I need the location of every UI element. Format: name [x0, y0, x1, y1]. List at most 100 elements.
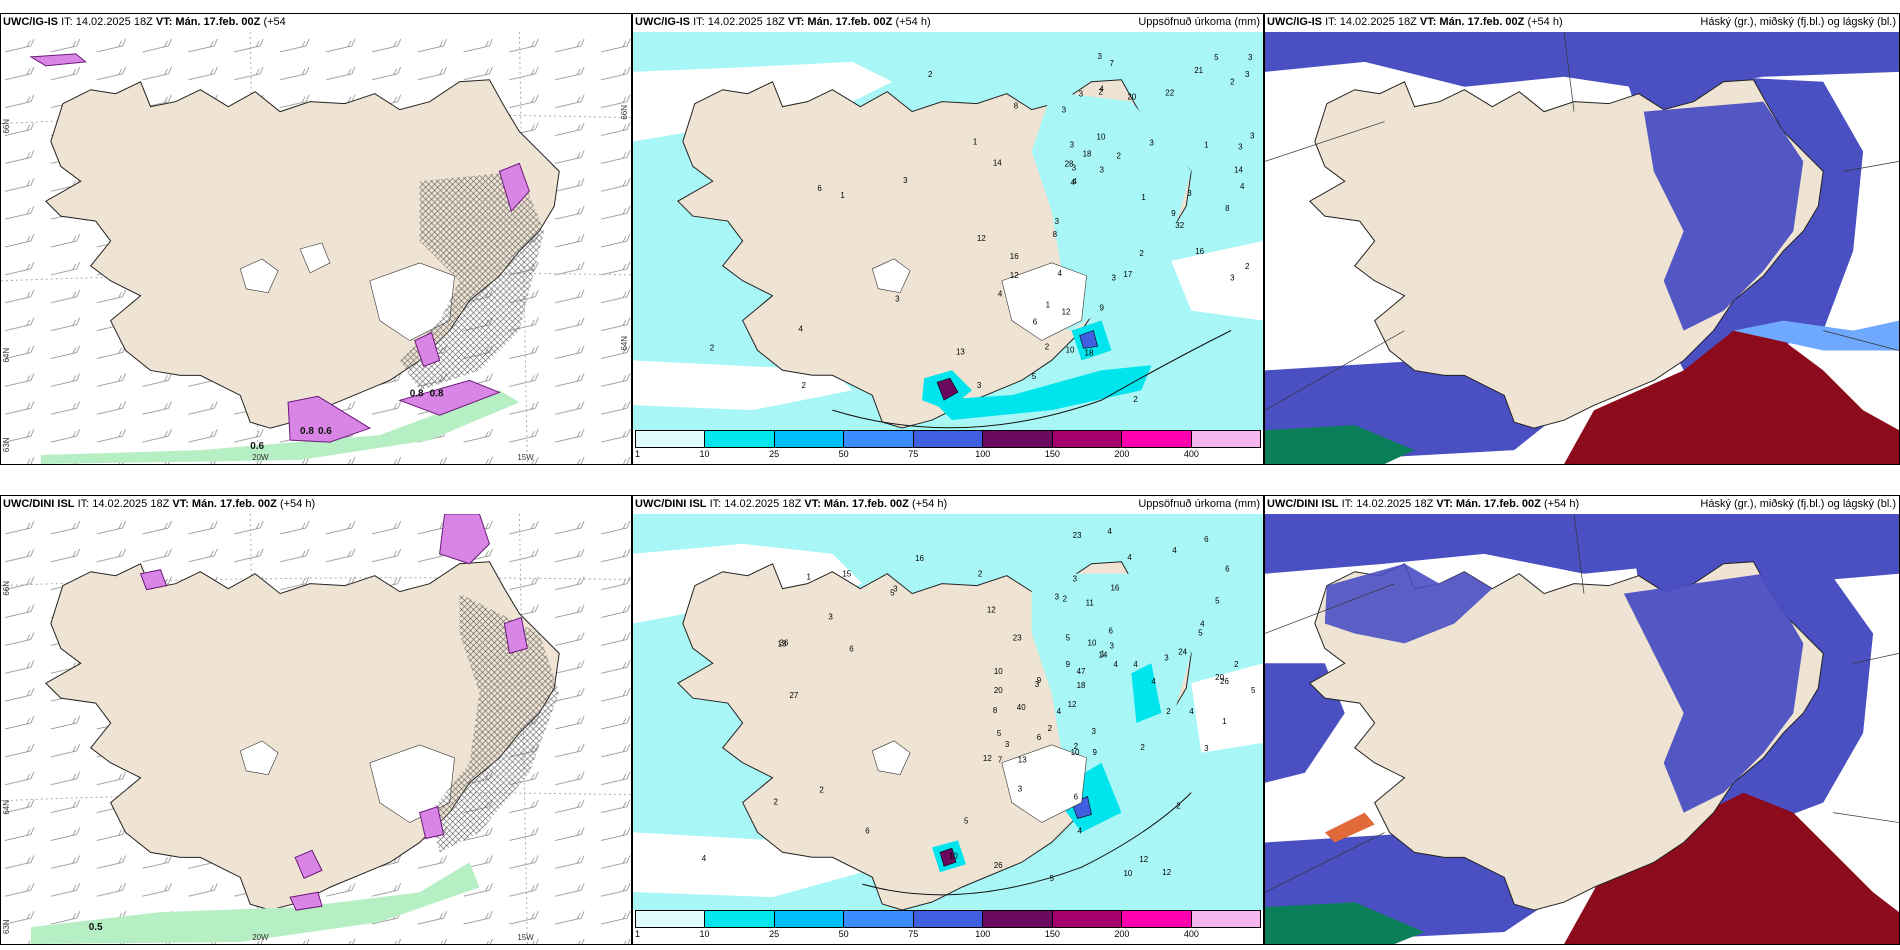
precip-amount-label: 3	[1018, 785, 1023, 794]
precip-amount-label: 40	[1017, 703, 1026, 712]
precip-amount-label: 6	[1225, 565, 1230, 574]
precip-max-se	[1079, 330, 1098, 349]
precip-amount-label: 16	[915, 554, 924, 563]
cloud-map	[1265, 32, 1899, 464]
snow-cell-south	[294, 849, 323, 879]
valid-time: VT: Mán. 17.feb. 00Z	[172, 498, 277, 510]
precip-amount-label: 4	[1200, 619, 1205, 628]
lat-label-64n: 64N	[2, 348, 11, 363]
color-bar-tick: 1	[635, 929, 641, 939]
lead-time: (+54 h)	[895, 16, 931, 28]
color-bar-tick: 100	[975, 929, 991, 939]
precip-amount-label: 2	[1099, 88, 1104, 97]
precip-amount-label: 4	[1113, 660, 1118, 669]
precip-amount-label: 3	[1055, 593, 1060, 602]
init-time: IT: 14.02.2025 18Z	[693, 16, 785, 28]
precip-amount-label: 2	[1230, 78, 1235, 87]
color-bar: 1 10 25 50 75 100 150 200 400	[635, 910, 1261, 940]
valid-time: VT: Mán. 17.feb. 00Z	[787, 16, 893, 28]
precip-amount-label: 3	[1245, 70, 1250, 79]
iceland-wind-map: 66N 64N 63N 20W 15W 0.5	[1, 514, 631, 944]
color-bar-tick: 25	[769, 929, 780, 939]
precip-amount-label: 4	[998, 290, 1003, 299]
precip-amount-label: 3	[977, 381, 982, 390]
precip-amount-label: 6	[1033, 318, 1038, 327]
mid-cloud-over-east-iceland	[1623, 573, 1804, 813]
precip-amount-label: 2	[774, 798, 779, 807]
lat-label-right-64n: 64N	[620, 336, 629, 351]
lat-label-63n: 63N	[2, 919, 11, 934]
precip-amount-label: 1	[840, 191, 845, 200]
lead-time: (+54 h)	[279, 498, 316, 510]
precip-amount-label: 6	[1037, 733, 1042, 742]
map-panel-bot-left: UWC/DINI ISL IT: 14.02.2025 18Z VT: Mán.…	[0, 495, 632, 945]
rain-band-south	[40, 390, 520, 464]
lat-label-right-66n: 66N	[620, 105, 629, 120]
precip-amount-label: 10	[1071, 748, 1080, 757]
precip-amount-label: 1	[1222, 717, 1227, 726]
precip-amount-label: 4	[1172, 546, 1177, 555]
precip-map: 2 2 1 4 3 3 3 2 4 3 3 3 1 2 1 3 1 2 3 6 4 9 3 3 3 10 16 3 8 3 3 4 13 18 2 2…	[633, 32, 1263, 430]
color-bar-tick: 50	[838, 449, 849, 459]
precip-amount-label: 3	[903, 176, 908, 185]
precip-amount-label: 3	[1100, 165, 1105, 174]
graticule	[1265, 514, 1899, 893]
glacier-langjokull	[871, 258, 911, 294]
panel-header: UWC/IG-IS IT: 14.02.2025 18Z VT: Mán. 17…	[3, 15, 628, 33]
precip-amount-label: 21	[1194, 66, 1203, 75]
precip-amount-label: 18	[1083, 149, 1092, 158]
precip-amount-label: 8	[993, 706, 998, 715]
mid-cloud-over-east-iceland	[1643, 101, 1804, 331]
init-time: IT: 14.02.2025 18Z	[1341, 498, 1434, 510]
precip-amount-label: 8	[1014, 102, 1019, 111]
precip-amount-label: 9	[1100, 304, 1105, 313]
precip-amount-label: 3	[1204, 744, 1209, 753]
glacier-vatnajokull	[1001, 262, 1087, 341]
precip-map: 2 2 2 5 5 5 5 3 4 3 4 3 4 16 7 5 1 8 9 6 3 3 10 20 2 3 1 6 26 4 2 4 20 4 2…	[633, 514, 1263, 910]
rain-band-south	[30, 862, 480, 944]
wind-map: 66N 64N 63N 66N 64N 20W 15W 0.6 0.8 0.6 …	[1, 32, 631, 464]
precip-amount-labels: 2225555343434167518963310202316264242042…	[702, 527, 1256, 883]
low-cloud-se	[1564, 792, 1899, 944]
precip-amount-label: 1	[973, 137, 978, 146]
precip-amount-label: 4	[1151, 677, 1156, 686]
color-bar-swatch	[1191, 431, 1260, 447]
precip-amount-label: 3	[1230, 274, 1235, 283]
panel-header: UWC/DINI ISL IT: 14.02.2025 18Z VT: Mán.…	[1267, 497, 1896, 515]
freezing-line	[832, 330, 1232, 429]
color-bar-swatch	[983, 431, 1053, 447]
glacier-vatnajokull	[1001, 744, 1087, 823]
precip-amount-label: 16	[1195, 247, 1204, 256]
precip-amount-label: 2	[819, 786, 824, 795]
precip-amount-label: 4	[1078, 826, 1083, 835]
model-name: UWC/DINI ISL	[635, 498, 707, 510]
precip-amount-label: 4	[798, 325, 803, 334]
color-bar-tick: 75	[908, 929, 919, 939]
color-bar-swatch	[636, 911, 706, 927]
cloud-edge-east	[1733, 320, 1899, 351]
precip-amount-label: 6	[1108, 626, 1113, 635]
precip-amount-label: 4	[1107, 527, 1112, 536]
precip-amount-label: 14	[1234, 165, 1243, 174]
precip-amount-label: 20	[994, 686, 1003, 695]
snow-cell-south2	[289, 891, 323, 911]
precip-amount-label: 12	[1068, 700, 1077, 709]
precip-amount-label: 23	[1073, 531, 1082, 540]
precip-amount-label: 3	[1005, 740, 1010, 749]
freezing-line	[862, 792, 1192, 896]
precip-amount-label: 5	[890, 589, 895, 598]
init-time: IT: 14.02.2025 18Z	[1325, 16, 1417, 28]
glacier-langjokull	[871, 740, 911, 776]
lead-time: (+54 h)	[1527, 16, 1563, 28]
model-name: UWC/DINI ISL	[3, 498, 75, 510]
mid-cloud-over-iceland	[1324, 563, 1493, 644]
precip-core-east	[1131, 663, 1162, 723]
precip-amount-label: 3	[828, 612, 833, 621]
precip-amount-label: 14	[1099, 650, 1108, 659]
init-time: IT: 14.02.2025 18Z	[77, 498, 170, 510]
precip-amount-label: 2	[1045, 342, 1050, 351]
valid-time: VT: Mán. 17.feb. 00Z	[804, 498, 909, 510]
precip-amount-label: 3	[895, 295, 900, 304]
precip-amount-label: 18	[1077, 681, 1086, 690]
